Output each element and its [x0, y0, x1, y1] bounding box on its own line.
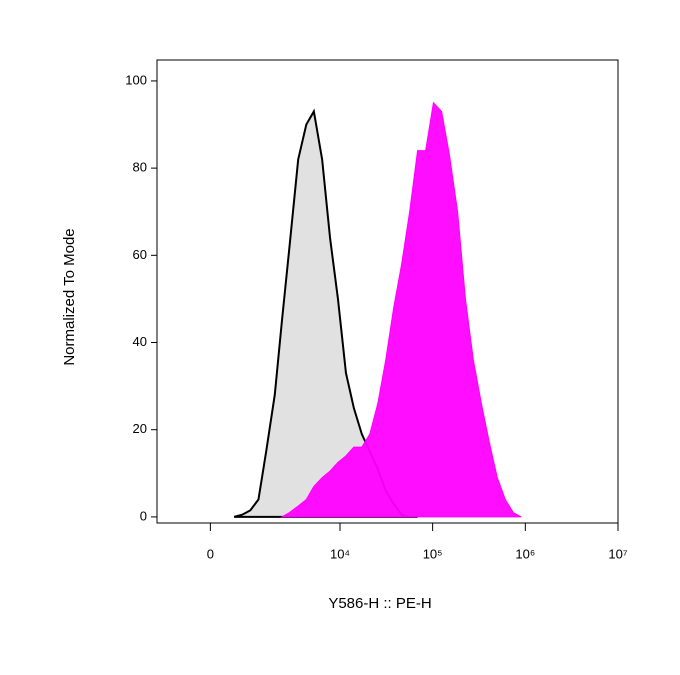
- plot-frame: [156, 59, 619, 524]
- x-tick-label: 10⁶: [515, 546, 535, 561]
- x-axis-label: Y586-H :: PE-H: [328, 595, 431, 612]
- y-tick-label: 100: [125, 72, 147, 87]
- y-tick-label: 0: [140, 508, 147, 523]
- y-axis-label: Normalized To Mode: [61, 228, 78, 365]
- x-tick-label: 10⁷: [608, 546, 627, 561]
- x-tick-label: 10⁵: [423, 546, 443, 561]
- y-tick-label: 80: [133, 160, 147, 175]
- x-tick-label: 10⁴: [330, 546, 350, 561]
- stained-histogram: [280, 101, 522, 518]
- y-tick-label: 60: [133, 247, 147, 262]
- x-tick-label: 0: [207, 546, 214, 561]
- y-tick-label: 20: [133, 421, 147, 436]
- y-tick-label: 40: [133, 334, 147, 349]
